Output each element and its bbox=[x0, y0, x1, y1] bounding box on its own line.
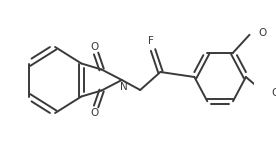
Text: O: O bbox=[90, 41, 98, 52]
Text: N: N bbox=[120, 82, 128, 92]
Text: F: F bbox=[148, 36, 154, 46]
Text: O: O bbox=[271, 88, 276, 98]
Text: O: O bbox=[90, 109, 98, 119]
Text: O: O bbox=[258, 28, 267, 38]
